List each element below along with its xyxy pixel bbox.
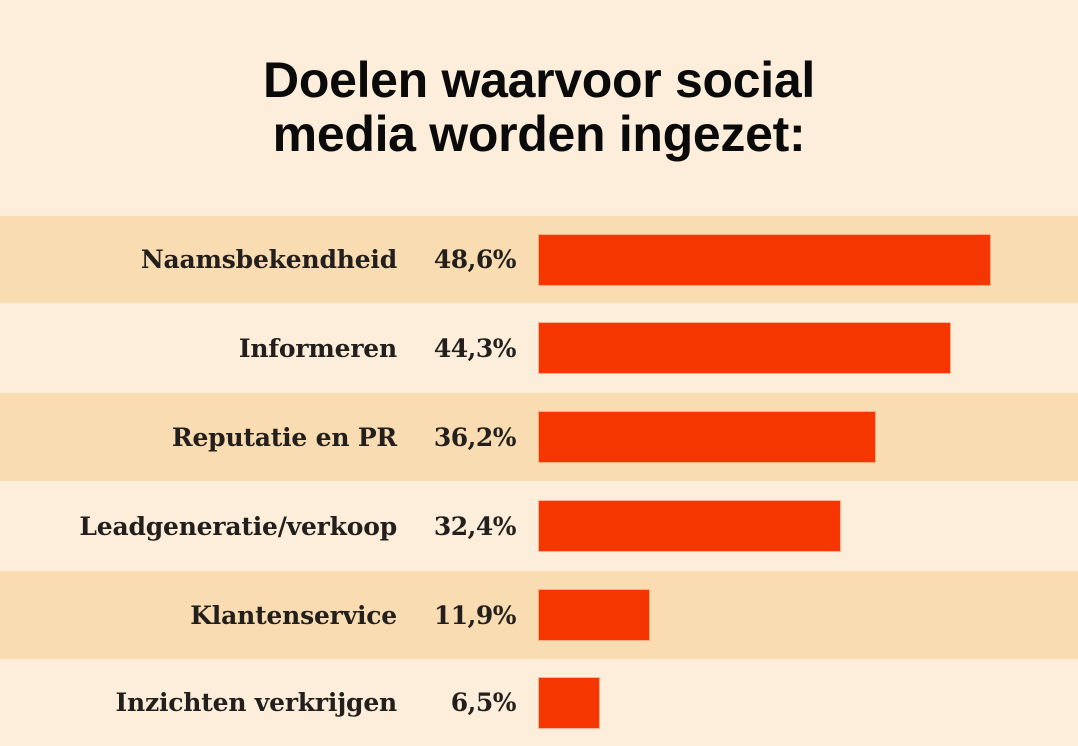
bar-row: Naamsbekendheid 48,6%: [0, 216, 1078, 303]
chart-title: Doelen waarvoor social media worden inge…: [0, 53, 1078, 161]
category-label: Informeren: [238, 333, 397, 363]
bar: [539, 235, 990, 285]
value-label: 11,9%: [433, 600, 517, 630]
value-label: 48,6%: [433, 245, 517, 274]
bar-row: Klantenservice 11,9%: [0, 571, 1078, 659]
bar-row: Inzichten verkrijgen 6,5%: [0, 659, 1078, 746]
value-label: 44,3%: [433, 333, 517, 363]
bar-row: Reputatie en PR 36,2%: [0, 393, 1078, 481]
bar: [539, 412, 875, 462]
value-label: 32,4%: [433, 511, 517, 541]
bar: [539, 501, 840, 551]
chart-title-line-2: media worden ingezet:: [272, 106, 806, 162]
chart-title-line-1: Doelen waarvoor social: [263, 52, 815, 108]
category-label: Naamsbekendheid: [140, 245, 397, 274]
bar: [539, 590, 649, 640]
bar: [539, 323, 950, 373]
bar-row: Leadgeneratie/verkoop 32,4%: [0, 481, 1078, 571]
value-label: 36,2%: [433, 422, 517, 452]
value-label: 6,5%: [450, 688, 517, 717]
bar: [539, 678, 599, 728]
bar-row: Informeren 44,3%: [0, 303, 1078, 393]
category-label: Klantenservice: [190, 600, 397, 630]
bar-rows: Naamsbekendheid 48,6% Informeren 44,3% Reput…: [0, 216, 1078, 746]
category-label: Inzichten verkrijgen: [115, 688, 398, 717]
category-label: Reputatie en PR: [171, 422, 397, 452]
category-label: Leadgeneratie/verkoop: [79, 511, 397, 541]
